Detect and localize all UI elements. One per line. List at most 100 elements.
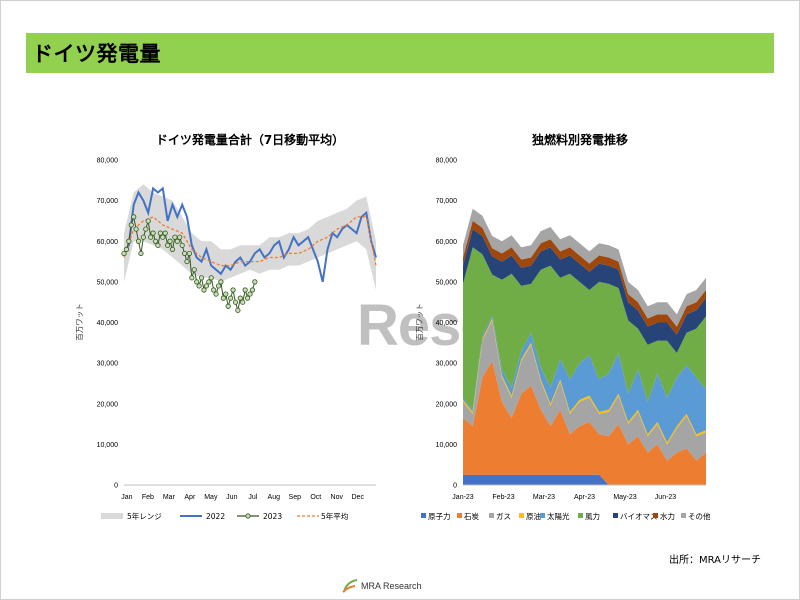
series-2023-point: [242, 287, 248, 293]
left-x-tick-label: Feb: [142, 494, 154, 501]
series-2023-point: [138, 250, 144, 257]
legend-nuclear-swatch: [421, 513, 426, 518]
series-2023-point: [140, 234, 146, 240]
series-2023-point: [230, 287, 236, 293]
series-2023-point: [232, 299, 239, 305]
series-2023-point: [126, 238, 132, 244]
series-2023-point: [213, 291, 219, 297]
series-2023-point: [152, 238, 159, 244]
series-2023-point: [121, 250, 127, 257]
series-2023-point: [223, 291, 229, 297]
legend-biomass-swatch: [613, 513, 618, 518]
series-2023-point: [203, 283, 209, 289]
series-2023-point: [169, 246, 176, 252]
series-2023-point: [189, 275, 195, 281]
area-series-gas: [463, 320, 706, 461]
series-2023-point: [172, 234, 178, 240]
left-chart-title: ドイツ発電量合計（7日移動平均）: [155, 133, 345, 147]
series-2023-point: [157, 230, 163, 236]
area-series-biomass: [463, 229, 706, 353]
legend-other-label: その他: [688, 511, 711, 521]
series-2023-point: [206, 279, 212, 285]
series-2023-point: [194, 279, 200, 285]
series-2023-point: [218, 279, 224, 285]
legend-2023-marker: [245, 513, 251, 519]
series-2023-point: [249, 287, 256, 293]
series-2023-point: [228, 295, 234, 301]
page-title: ドイツ発電量: [32, 42, 161, 66]
series-2023-point: [244, 295, 251, 301]
series-2023-point: [179, 242, 185, 248]
legend-other-swatch: [681, 513, 686, 518]
right-x-tick-label: Jun-23: [655, 494, 677, 501]
left-x-tick-label: Mar: [163, 494, 176, 501]
series-2023-point: [215, 283, 222, 289]
series-2023-point: [162, 230, 168, 236]
legend-wind-swatch: [578, 513, 583, 518]
left-x-tick-label: Aug: [268, 494, 281, 501]
left-y-tick-label: 30,000: [97, 361, 119, 368]
series-2023-point: [186, 250, 193, 257]
right-x-tick-label: May-23: [613, 494, 636, 501]
right-y-tick-label: 30,000: [436, 361, 458, 368]
left-x-tick-label: Oct: [310, 494, 321, 501]
series-2023-point: [143, 226, 149, 232]
series-2023-point: [181, 250, 188, 257]
legend-nuclear-label: 原子力: [428, 511, 451, 521]
right-x-tick-label: Feb-23: [492, 494, 514, 501]
right-y-tick-label: 50,000: [436, 279, 458, 286]
left-y-tick-label: 70,000: [97, 198, 119, 205]
legend-oil-label: 原油: [526, 511, 541, 521]
area-series-other: [463, 208, 706, 327]
right-y-axis-label: 百万ワット: [415, 303, 424, 341]
right-y-tick-label: 0: [453, 483, 457, 490]
legend-wind-label: 風力: [585, 511, 600, 521]
legend-solar-label: 太陽光: [547, 511, 570, 521]
legend-5yr-average-label: 5年平均: [321, 511, 348, 521]
series-2023-point: [160, 234, 166, 240]
series-2023-point: [201, 287, 207, 293]
series-2023-point: [220, 295, 226, 301]
left-x-tick-label: Jul: [248, 494, 257, 501]
right-chart-title: 独燃料別発電推移: [531, 133, 628, 147]
area-series-wind: [463, 247, 706, 410]
area-series-solar: [463, 315, 706, 443]
series-2023-point: [252, 279, 258, 285]
legend-hydro-swatch: [653, 513, 658, 518]
logo-text: MRA Research: [361, 581, 422, 591]
series-2023-point: [225, 303, 231, 309]
right-x-tick-label: Apr-23: [574, 494, 595, 501]
title-bar: ドイツ発電量: [26, 33, 774, 73]
left-y-tick-label: 0: [114, 483, 118, 490]
series-2023-point: [177, 234, 183, 240]
legend-5yr-range-swatch: [101, 513, 123, 519]
right-x-tick-label: Jan-23: [452, 494, 474, 501]
right-x-tick-label: Mar-23: [533, 494, 555, 501]
series-2023-point: [135, 238, 142, 244]
series-2023-point: [148, 234, 154, 240]
series-2023-point: [208, 275, 214, 281]
left-y-tick-label: 60,000: [97, 239, 119, 246]
right-y-tick-label: 40,000: [436, 320, 458, 327]
series-2023-point: [167, 238, 173, 244]
left-x-tick-label: May: [204, 494, 218, 501]
series-2023-point: [150, 230, 156, 236]
series-2023-point: [240, 299, 246, 305]
series-5yr-average-line: [123, 216, 377, 267]
series-2023-point: [191, 267, 197, 273]
logo-icon: [342, 579, 358, 593]
right-y-tick-label: 80,000: [436, 158, 458, 165]
legend-gas-label: ガス: [496, 511, 511, 521]
legend-biomass-label: バイオマス: [620, 512, 658, 521]
legend-solar-swatch: [540, 513, 545, 518]
right-y-tick-label: 60,000: [436, 239, 458, 246]
left-y-tick-label: 80,000: [97, 158, 119, 165]
left-x-tick-label: Jun: [226, 494, 237, 501]
series-2023-point: [247, 291, 253, 297]
logo: MRA Research: [341, 577, 422, 595]
legend-2023-label: 2023: [263, 512, 282, 521]
left-x-tick-label: Sep: [289, 494, 302, 501]
left-y-tick-label: 10,000: [97, 442, 119, 449]
legend-5yr-range-label: 5年レンジ: [127, 511, 162, 521]
